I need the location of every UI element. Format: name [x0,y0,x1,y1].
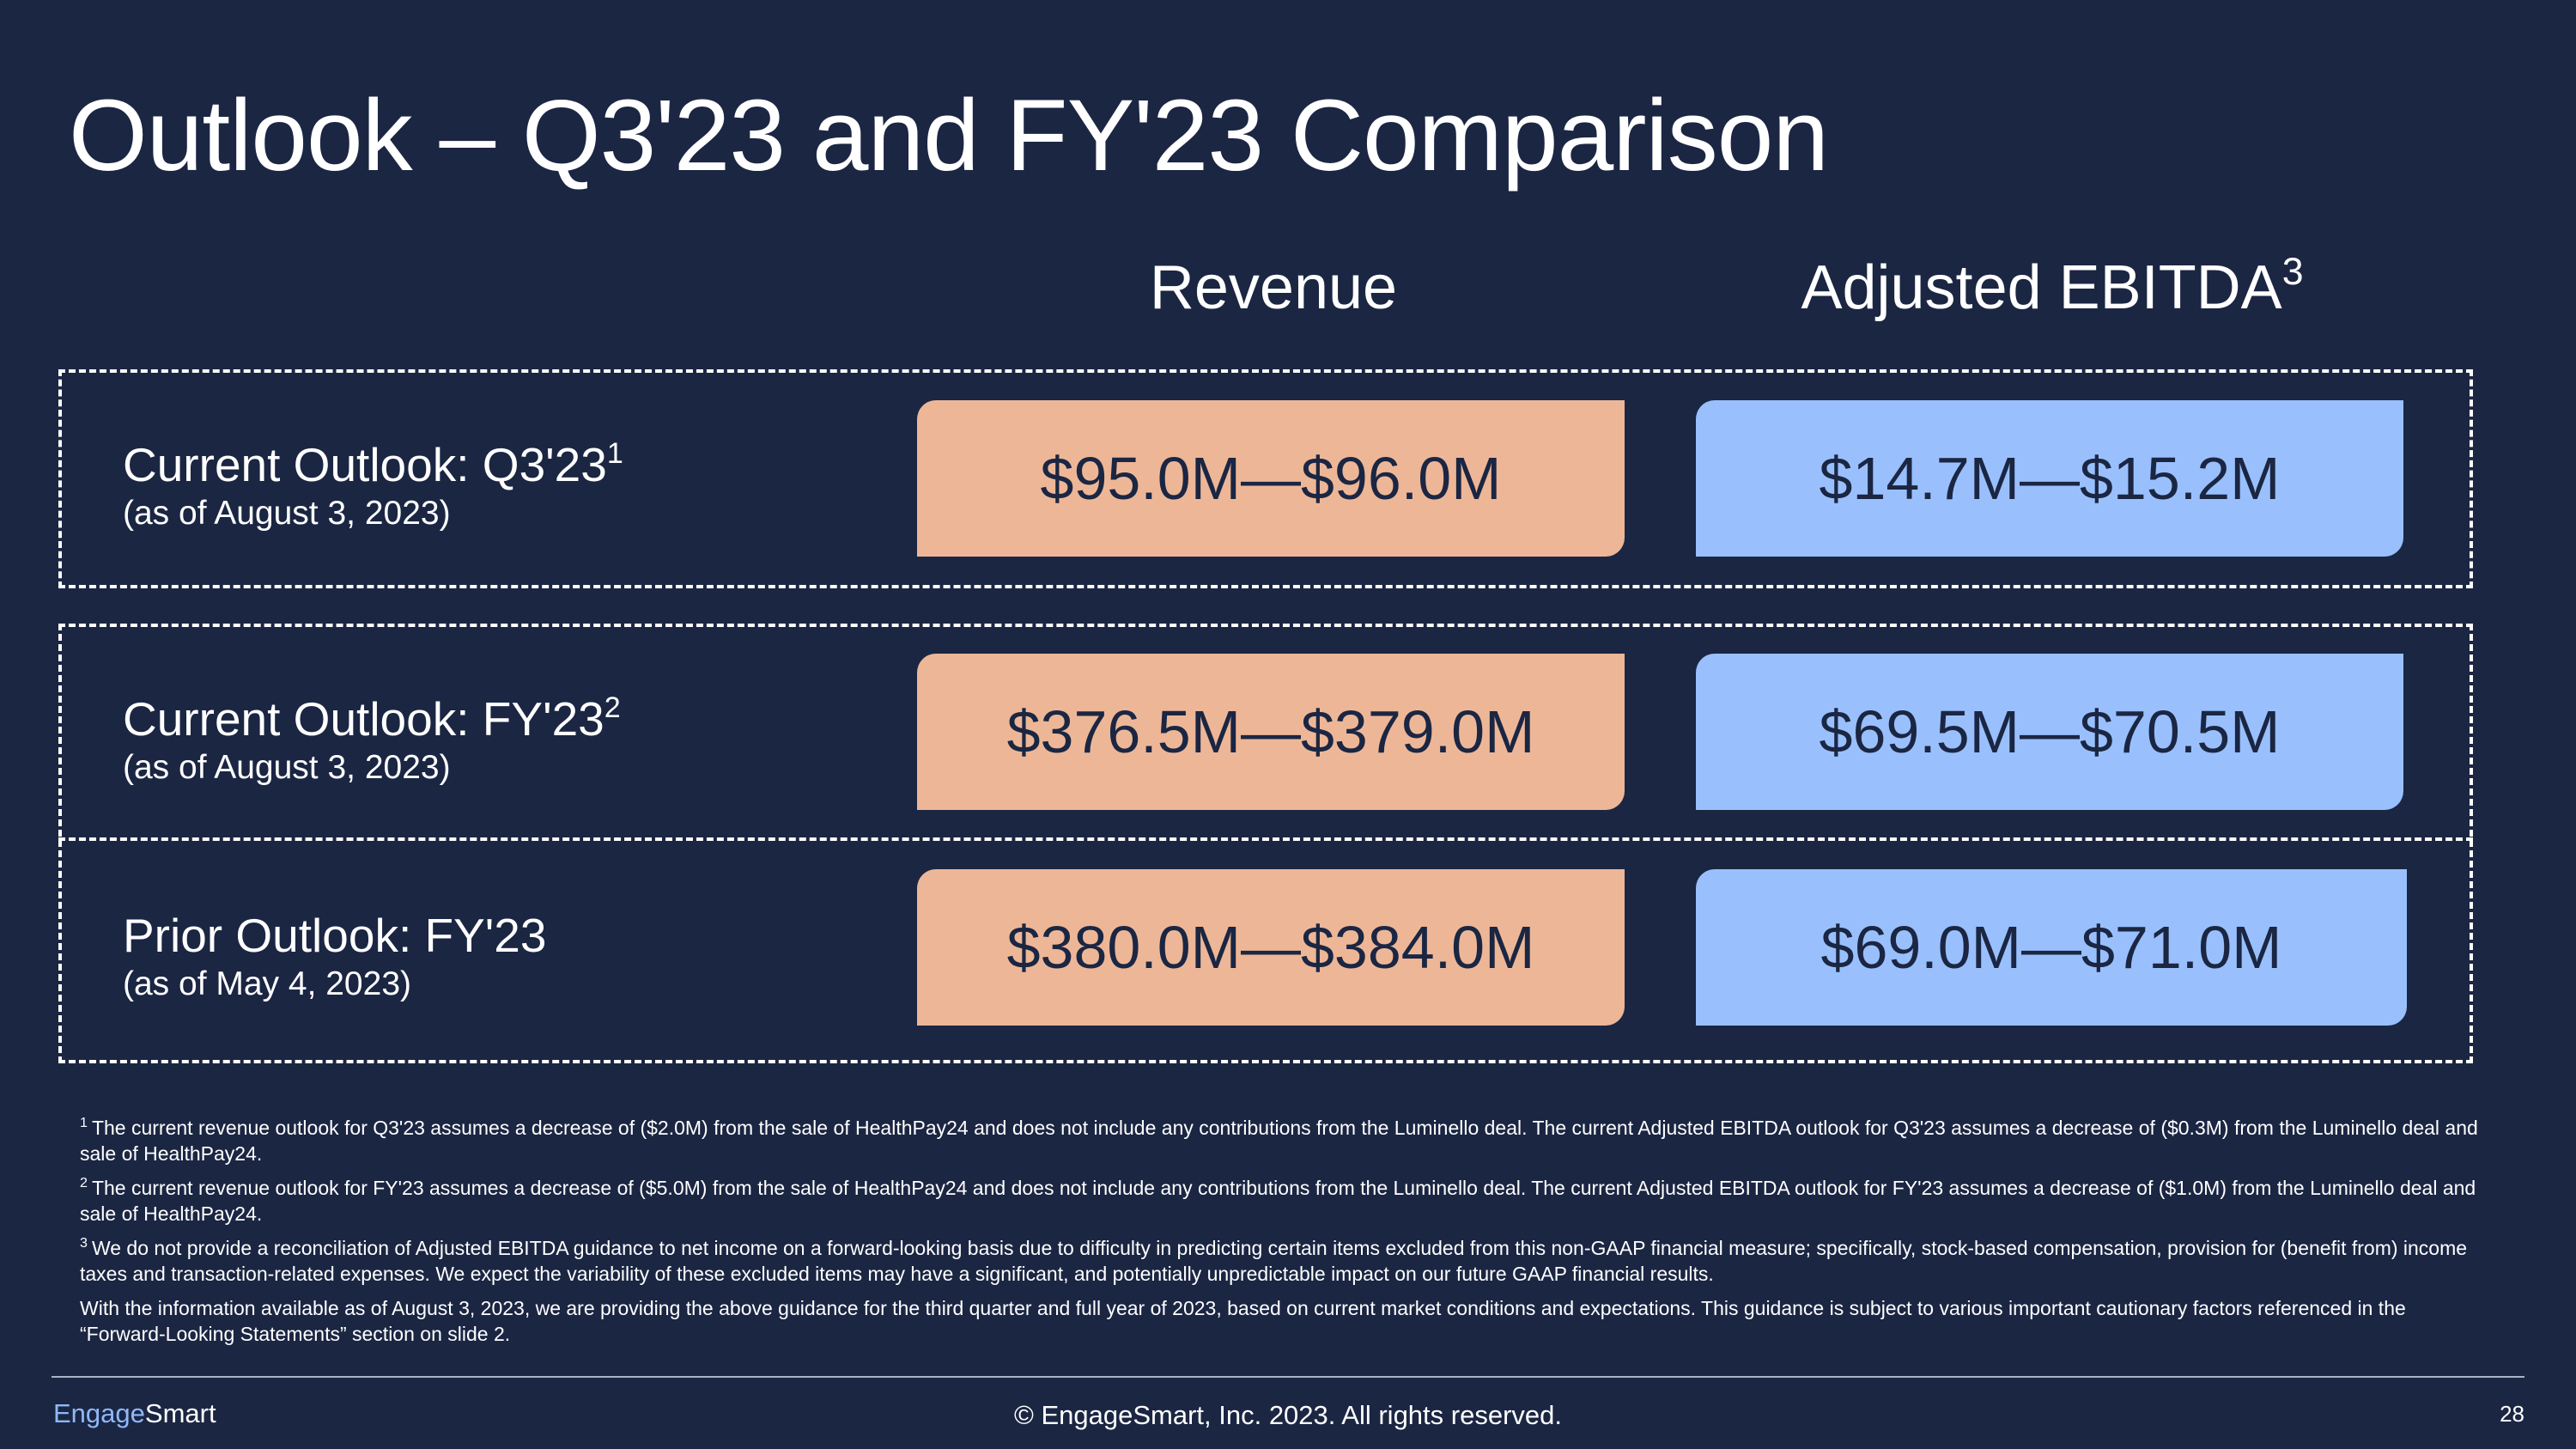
row-footnote-marker: 2 [604,691,621,724]
footnote-2: 2 The current revenue outlook for FY'23 a… [80,1175,2484,1227]
footnote-marker: 3 [80,1235,88,1251]
footnote-3: 3 We do not provide a reconciliation of A… [80,1235,2484,1287]
row-date: (as of May 4, 2023) [123,965,411,1002]
slide-title: Outlook – Q3'23 and FY'23 Comparison [69,79,1829,192]
footnote-1: 1 The current revenue outlook for Q3'23 a… [80,1115,2484,1166]
logo-smart: Smart [144,1398,216,1428]
revenue-value-current-q3: $95.0M—$96.0M [917,400,1625,557]
row-label-current-fy: Current Outlook: FY'232 (as of August 3,… [123,691,621,788]
footer-divider [52,1376,2524,1378]
footnotes: 1 The current revenue outlook for Q3'23 a… [80,1115,2484,1355]
footnote-text: We do not provide a reconciliation of Ad… [80,1237,2468,1285]
footnote-marker: 2 [80,1175,88,1191]
row-footnote-marker: 1 [606,436,623,470]
footnote-text: The current revenue outlook for FY'23 as… [80,1177,2476,1225]
row-label-prior-fy: Prior Outlook: FY'23 (as of May 4, 2023) [123,907,546,1005]
ebitda-value-current-q3: $14.7M—$15.2M [1696,400,2403,557]
current-q3-outlook-box [58,369,2473,588]
row-date: (as of August 3, 2023) [123,495,451,532]
row-label-current-q3: Current Outlook: Q3'231 (as of August 3,… [123,436,623,534]
revenue-value-prior-fy: $380.0M—$384.0M [917,869,1625,1026]
fy-outlook-divider [58,837,2473,841]
fy-outlook-box [58,624,2473,1063]
ebitda-value-prior-fy: $69.0M—$71.0M [1696,869,2407,1026]
revenue-value-current-fy: $376.5M—$379.0M [917,654,1625,810]
ebitda-column-header: Adjusted EBITDA3 [1696,249,2409,326]
row-date: (as of August 3, 2023) [123,749,451,786]
revenue-header-label: Revenue [1149,253,1398,322]
copyright-text: © EngageSmart, Inc. 2023. All rights res… [1014,1400,1562,1430]
ebitda-header-label: Adjusted EBITDA [1801,253,2282,322]
ebitda-footnote-marker: 3 [2281,251,2304,294]
footnote-text: With the information available as of Aug… [80,1297,2406,1345]
guidance-disclaimer: With the information available as of Aug… [80,1295,2484,1347]
logo-engage: Engage [53,1398,145,1428]
footnote-marker: 1 [80,1115,88,1131]
engagesmart-logo: EngageSmart [53,1397,216,1431]
row-label-text: Current Outlook: FY'23 [123,692,605,746]
ebitda-value-current-fy: $69.5M—$70.5M [1696,654,2403,810]
row-label-text: Current Outlook: Q3'23 [123,438,607,491]
footnote-text: The current revenue outlook for Q3'23 as… [80,1117,2478,1165]
revenue-column-header: Revenue [917,249,1630,326]
page-number: 28 [2500,1401,2524,1427]
row-label-text: Prior Outlook: FY'23 [123,909,547,962]
